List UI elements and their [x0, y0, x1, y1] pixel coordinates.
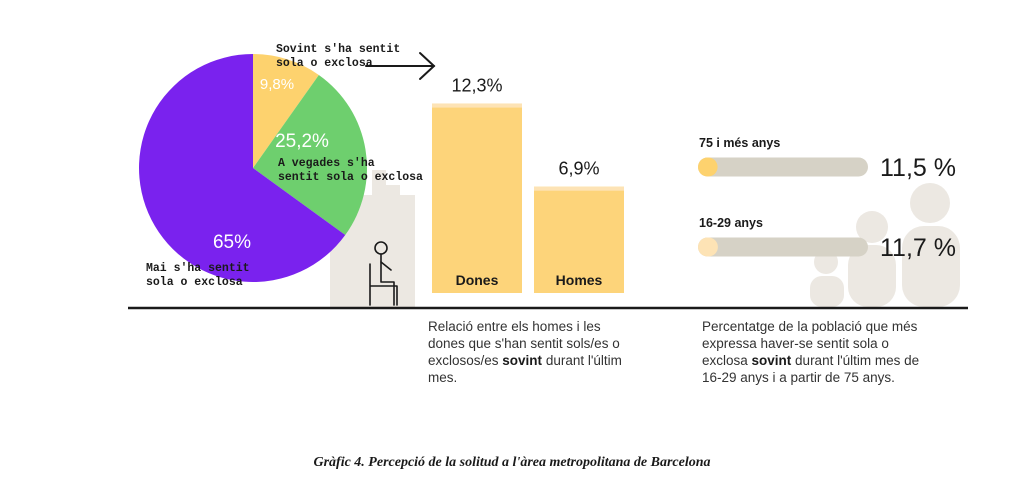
- pie-slice-often: [253, 54, 319, 168]
- person-silhouette-icon: [856, 211, 888, 243]
- seated-person-icon: [369, 241, 398, 306]
- arrow-right-icon: [365, 52, 436, 80]
- pie-category-label-never-line2: sola o exclosa: [146, 276, 243, 289]
- description-emphasis: sovint: [502, 353, 543, 368]
- description-text: exclosa: [702, 353, 752, 368]
- bar-dones: [432, 103, 522, 293]
- person-silhouette-icon: [910, 183, 950, 223]
- pie-value-label-sometimes: 25,2%: [275, 131, 329, 152]
- description-text: durant l'últim mes de: [791, 353, 920, 368]
- pie-slice-never: [139, 54, 346, 283]
- hbar-16-29-fill: [698, 237, 718, 257]
- description-emphasis: sovint: [751, 353, 792, 368]
- pie-chart: [139, 54, 368, 283]
- solitude-infographic: 65% 25,2% 9,8% A vegades s'ha sentit sol…: [128, 43, 968, 310]
- hbar-16-29-category-label: 16-29 anys: [699, 216, 763, 230]
- bar-homes-highlight: [534, 186, 624, 191]
- bar-homes-value-label: 6,9%: [558, 159, 599, 179]
- hbar-75-plus-fill: [698, 157, 718, 177]
- gender-bar-chart: 12,3% Dones 6,9% Homes: [432, 76, 624, 293]
- description-line: exclosa sovint durant l'últim mes de: [702, 352, 919, 369]
- description-line: 16-29 anys i a partir de 75 anys.: [702, 370, 895, 385]
- bar-homes-category-label: Homes: [556, 272, 603, 288]
- background-silhouettes: [330, 170, 960, 307]
- figure-caption: Gràfic 4. Percepció de la solitud a l'àr…: [313, 455, 711, 470]
- hbar-16-29-track: [698, 237, 868, 257]
- bar-dones-highlight: [432, 103, 522, 108]
- bar-homes: [534, 186, 624, 293]
- pie-category-label-sometimes-line1: A vegades s'ha: [278, 157, 375, 170]
- person-silhouette-body: [848, 245, 896, 307]
- pie-value-label-never: 65%: [213, 232, 251, 253]
- bar-dones-category-label: Dones: [456, 272, 499, 288]
- description-text: exclosos/es: [428, 353, 503, 368]
- description-line: Relació entre els homes i les: [428, 319, 601, 334]
- pie-category-label-often-line2: sola o exclosa: [276, 57, 373, 70]
- person-silhouette-body: [810, 276, 844, 307]
- description-text: durant l'últim: [542, 353, 622, 368]
- hbar-75-plus-category-label: 75 i més anys: [699, 136, 780, 150]
- person-silhouette-body: [902, 226, 960, 307]
- pie-category-label-never-line1: Mai s'ha sentit: [146, 262, 250, 275]
- hbar-75-plus-track: [698, 157, 868, 177]
- gender-chart-description: Relació entre els homes i les dones que …: [428, 318, 622, 386]
- hbar-75-plus-value-label: 11,5 %: [880, 154, 956, 182]
- bar-dones-value-label: 12,3%: [451, 76, 502, 96]
- pie-slice-sometimes: [253, 74, 368, 236]
- age-bar-chart: 75 i més anys 11,5 % 16-29 anys 11,7 %: [698, 136, 956, 262]
- hbar-16-29-value-label: 11,7 %: [880, 234, 956, 262]
- age-chart-description: Percentatge de la població que més expre…: [702, 318, 919, 386]
- pie-value-label-often: 9,8%: [260, 76, 294, 93]
- description-line: mes.: [428, 370, 458, 385]
- description-line: expressa haver-se sentit sola o: [702, 336, 889, 351]
- pie-category-label-sometimes-line2: sentit sola o exclosa: [278, 171, 423, 184]
- description-line: exclosos/es sovint durant l'últim: [428, 352, 622, 369]
- description-line: Percentatge de la població que més: [702, 319, 918, 334]
- pie-category-label-often-line1: Sovint s'ha sentit: [276, 43, 400, 56]
- description-line: dones que s'han sentit sols/es o: [428, 336, 620, 351]
